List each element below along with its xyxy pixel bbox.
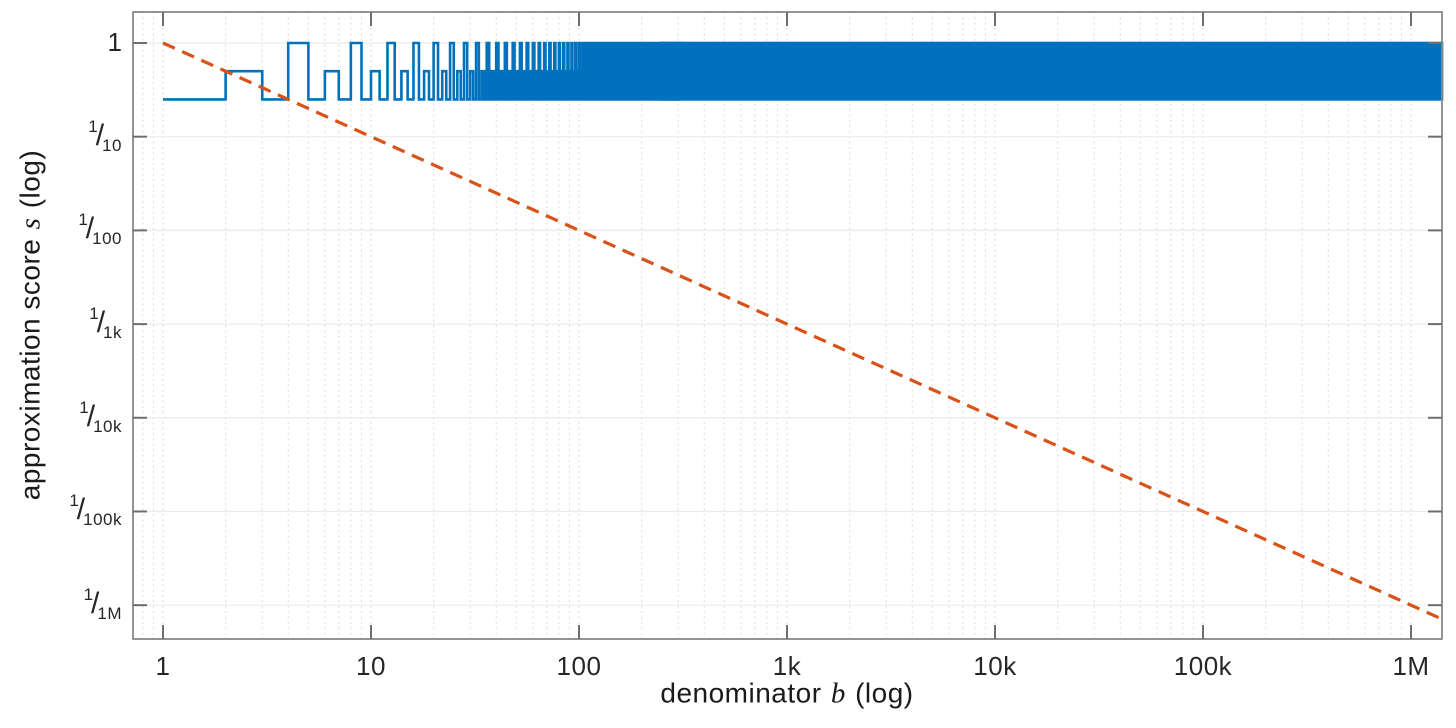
- x-axis-label-suffix: (log): [846, 677, 914, 709]
- x-tick-label: 1: [155, 651, 171, 681]
- y-tick-label: 1/1M: [83, 585, 122, 624]
- y-tick-label: 1/10k: [79, 397, 122, 436]
- y-axis-label-variable: s: [14, 217, 47, 230]
- series-step-line: [163, 41, 683, 101]
- y-tick-label: 1/100: [78, 210, 122, 249]
- series-dashed-reference-line: [162, 41, 1443, 621]
- y-axis-label: approximation score s (log): [15, 150, 48, 501]
- x-axis-label: denominator b (log): [660, 678, 913, 711]
- y-axis-label-text: approximation score: [14, 230, 46, 501]
- x-tick-label: 100k: [1173, 651, 1233, 681]
- series-dense-band: [660, 41, 1444, 101]
- x-tick-label: 10k: [973, 651, 1017, 681]
- x-axis-label-text: denominator: [660, 677, 830, 709]
- x-tick-label: 1k: [772, 651, 802, 681]
- y-axis-label-suffix: (log): [14, 149, 46, 217]
- x-tick-label: 10: [356, 651, 386, 681]
- y-tick-label: 1: [107, 27, 122, 58]
- x-tick-label: 100: [556, 651, 602, 681]
- x-tick-label: 1M: [1392, 651, 1430, 681]
- y-tick-label: 1/100k: [69, 491, 122, 530]
- x-axis-label-variable: b: [830, 677, 846, 710]
- y-tick-label: 1/1k: [89, 304, 122, 343]
- y-tick-label: 1/10: [88, 116, 122, 155]
